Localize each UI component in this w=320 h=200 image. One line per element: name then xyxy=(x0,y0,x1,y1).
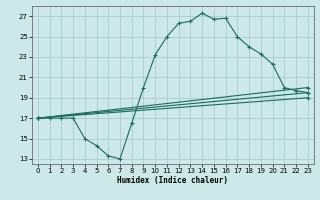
X-axis label: Humidex (Indice chaleur): Humidex (Indice chaleur) xyxy=(117,176,228,185)
